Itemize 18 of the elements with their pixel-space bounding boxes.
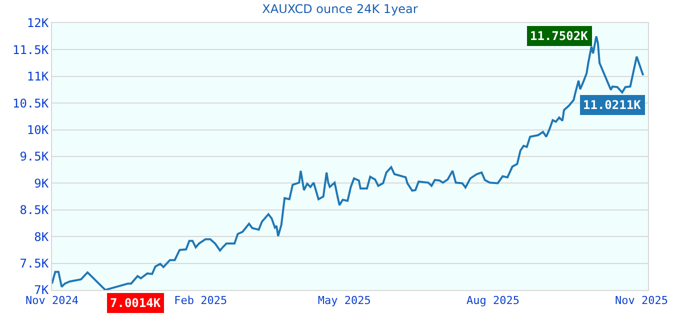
y-tick-label: 8.5K bbox=[20, 203, 50, 218]
annotation: 11.7502K bbox=[530, 29, 589, 43]
x-tick-label: May 2025 bbox=[318, 294, 371, 308]
y-tick-label: 10K bbox=[26, 123, 50, 137]
y-tick-label: 11K bbox=[26, 70, 50, 84]
annotation: 7.0014K bbox=[110, 296, 162, 310]
annotation: 11.0211K bbox=[583, 98, 642, 112]
y-tick-label: 10.5K bbox=[12, 96, 50, 110]
chart-title: XAUXCD ounce 24K 1year bbox=[262, 2, 418, 16]
y-tick-label: 7.5K bbox=[20, 256, 50, 270]
y-tick-label: 9.5K bbox=[20, 150, 50, 164]
y-tick-label: 9K bbox=[34, 176, 50, 190]
x-tick-label: Aug 2025 bbox=[466, 294, 520, 308]
y-tick-label: 11.5K bbox=[12, 42, 50, 57]
x-tick-label: Feb 2025 bbox=[174, 294, 228, 308]
y-tick-label: 8K bbox=[34, 230, 50, 244]
y-tick-label: 12K bbox=[26, 16, 50, 30]
x-tick-label: Nov 2025 bbox=[615, 294, 668, 308]
